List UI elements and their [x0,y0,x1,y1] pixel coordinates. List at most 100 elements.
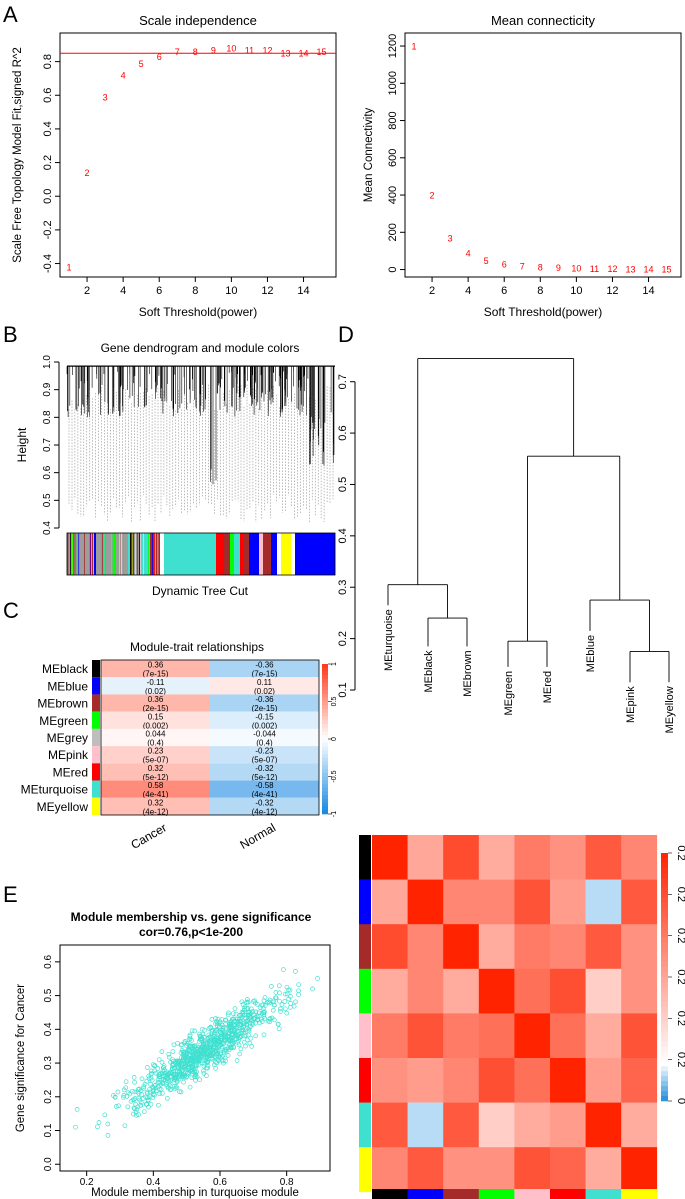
c-legend-swatch [322,727,328,732]
e-point [156,1074,162,1079]
d-heatmap-cell [550,924,586,970]
e-point [286,987,291,993]
e-point [139,1092,144,1097]
e-point [161,1065,167,1070]
d-heatmap-legend-swatch [661,897,668,903]
c-legend-swatch [322,787,328,792]
chart-d-dendrogram [387,358,670,683]
e-point [251,999,256,1004]
c-legend-swatch [322,667,328,672]
e-point [243,1027,249,1033]
d-heatmap-row-swatch [359,879,371,925]
d-heatmap-col-swatch [550,1189,586,1199]
d-y-tick-label: 0.7 [337,374,349,389]
c-heatmap-cell [101,677,210,695]
chart-a2-x-axis: 2 4 6 8 10 12 14 [429,277,655,297]
e-point [193,1074,198,1079]
c-legend-swatch [322,761,328,766]
panel-label-a: A [3,2,18,27]
c-heatmap-cell [210,660,319,678]
e-point [229,1017,235,1022]
e-point [121,1093,127,1098]
c-cell-value: 0.23 [148,747,164,756]
e-point [223,1021,228,1027]
e-point [192,1028,198,1034]
e-point [197,1048,203,1054]
e-point [203,1046,209,1052]
e-point [173,1083,179,1089]
d-heatmap-legend-swatch [661,1091,668,1097]
e-point [134,1107,140,1112]
d-heatmap-cell [550,1058,586,1103]
d-heatmap-legend-swatch [661,957,668,963]
d-heatmap-cell [478,835,515,880]
e-point [276,1026,282,1032]
a1-point-label: 5 [139,59,144,69]
e-point [168,1087,174,1092]
chart-a1-y-axis: -0.4 -0.2 0.0 0.2 0.4 0.6 0.8 [42,54,60,273]
c-heatmap-cell [101,694,210,712]
c-legend-swatch [322,697,328,702]
c-legend-swatch [322,795,328,800]
d-heatmap-cell [514,1147,551,1193]
b-color-bar-segment [132,533,141,575]
c-heatmap-cell [210,694,319,712]
c-cell-pvalue: (5e-07) [143,756,169,765]
c-legend-swatch [322,772,328,777]
b-color-bar-segment [114,533,117,575]
c-cell-value: -0.044 [253,730,276,739]
b-y-tick-label: 0.6 [42,465,53,479]
e-point [229,1024,234,1029]
e-point [247,1040,253,1046]
e-point [244,1029,250,1034]
d-heatmap-cell [478,879,515,925]
e-point [136,1095,141,1101]
d-heatmap-cell [372,835,408,880]
a1-point-label: 13 [280,49,290,59]
chart-b-y-label: Height [15,427,29,462]
chart-b-title: Gene dendrogram and module colors [101,341,300,355]
e-point [175,1040,180,1046]
e-point [164,1095,170,1101]
d-heatmap-cell [514,1102,551,1148]
b-color-bar-stripe [121,533,123,575]
c-legend-swatch [322,701,328,706]
chart-e-membership-scatter: Module membership vs. gene significance … [15,910,331,1199]
b-color-bar-stripe [151,533,153,575]
c-cell-pvalue: (0.4) [256,739,273,748]
c-legend-swatch [322,735,328,740]
panel-label-e: E [3,882,18,907]
c-row-label: MEblue [47,679,88,693]
d-heatmap-cell [585,1058,622,1103]
e-point [138,1100,144,1105]
e-point [147,1086,153,1092]
e-point [247,1017,252,1023]
d-heatmap-cell [550,1013,586,1059]
chart-d-y-axis: 0.1 0.2 0.3 0.4 0.5 0.6 0.7 [337,374,356,698]
c-cell-pvalue: (0.02) [254,687,275,696]
d-heatmap-legend-swatch [661,1026,668,1032]
b-color-bar-stripe [93,533,94,575]
e-point [182,1073,188,1079]
d-heatmap-row-swatch [359,1058,371,1103]
a1-point-label: 14 [299,49,309,59]
e-point [255,1017,260,1022]
e-x-tick-label: 0.4 [146,1177,160,1188]
d-heatmap-legend-swatch [661,1031,668,1037]
d-heatmap-cell [478,1013,515,1059]
chart-d-heatmap-row-colors [359,835,371,1193]
e-point [214,1020,220,1026]
c-cell-value: -0.36 [255,695,274,704]
d-heatmap-legend-swatch [661,912,668,918]
a2-point-label: 7 [520,261,525,271]
d-leaf-label: MEturquoise [383,609,395,671]
b-color-bar-segment [277,533,282,575]
c-legend-swatch [322,799,328,804]
c-legend-swatch [322,709,328,714]
e-point [206,1035,212,1040]
e-point [153,1070,159,1076]
d-heatmap-legend-swatch [661,862,668,869]
d-heatmap-legend-swatch [661,1056,668,1062]
e-point [291,1003,297,1009]
c-cell-value: -0.58 [255,781,274,790]
